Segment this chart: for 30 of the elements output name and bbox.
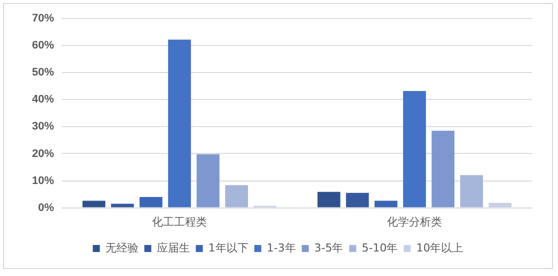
y-tick-label: 40% <box>32 94 54 106</box>
legend-label: 无经验 <box>105 241 138 254</box>
y-tick-label: 0% <box>38 202 54 214</box>
bar <box>140 196 162 208</box>
x-tick-label: 化工工程类 <box>152 215 208 228</box>
y-tick-label: 30% <box>32 120 54 133</box>
y-tick-label: 50% <box>32 66 54 79</box>
bar <box>346 192 369 208</box>
x-tick-label: 化学分析类 <box>387 215 442 228</box>
bar <box>111 204 134 208</box>
legend-label: 3-5年 <box>314 241 344 254</box>
legend-label: 1年以下 <box>208 241 248 254</box>
bar <box>168 40 191 208</box>
legend-label: 应届生 <box>156 241 190 254</box>
bar <box>225 185 248 208</box>
bar <box>403 91 426 208</box>
bar <box>460 175 483 208</box>
bar <box>317 192 340 208</box>
bar <box>196 154 220 208</box>
bar <box>432 130 454 208</box>
legend-label: 1-3年 <box>266 241 296 254</box>
y-tick-label: 20% <box>32 148 54 160</box>
bar <box>488 202 512 208</box>
bar <box>374 200 398 208</box>
y-tick-label: 70% <box>32 12 54 25</box>
legend-label: 10年以上 <box>416 241 464 254</box>
legend-label: 5-10年 <box>362 241 398 254</box>
bar <box>82 200 106 208</box>
y-tick-label: 60% <box>32 40 54 52</box>
y-tick-label: 10% <box>32 174 54 187</box>
